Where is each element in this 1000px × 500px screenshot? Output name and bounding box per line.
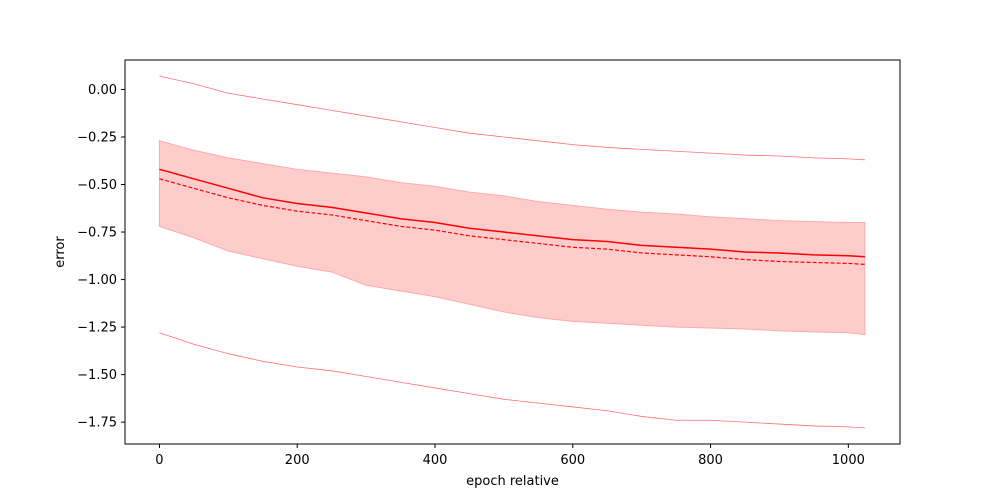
band-fill bbox=[158, 140, 866, 336]
series-line-upper-extreme bbox=[159, 75, 865, 161]
x-tick-label: 400 bbox=[423, 453, 448, 468]
y-tick-label: −1.50 bbox=[77, 368, 117, 383]
x-tick-label: 600 bbox=[560, 453, 585, 468]
y-axis-ticks: 0.00 −0.25 −0.50 −0.75 −1.00 −1.25 −1.50 −1.75 bbox=[77, 83, 125, 431]
axes bbox=[124, 59, 901, 445]
y-tick-label: −1.75 bbox=[77, 416, 117, 431]
x-tick-label: 1000 bbox=[832, 453, 865, 468]
y-tick-label: −1.25 bbox=[77, 321, 117, 336]
plot-area bbox=[158, 75, 866, 429]
x-axis-label: epoch relative bbox=[466, 474, 559, 489]
y-tick-label: −1.00 bbox=[77, 273, 117, 288]
y-tick-label: −0.75 bbox=[77, 226, 117, 241]
y-tick-label: 0.00 bbox=[88, 83, 117, 98]
series-line-mean bbox=[159, 168, 865, 258]
axes-frame bbox=[124, 59, 901, 445]
y-axis-label: error bbox=[53, 236, 68, 268]
x-tick-label: 0 bbox=[155, 453, 163, 468]
x-tick-label: 800 bbox=[698, 453, 723, 468]
x-tick-label: 200 bbox=[285, 453, 310, 468]
series-line-lower-extreme bbox=[159, 332, 865, 429]
x-axis-ticks: 0 200 400 600 800 1000 bbox=[155, 444, 865, 468]
series-line-dashed bbox=[159, 178, 865, 265]
y-tick-label: −0.25 bbox=[77, 130, 117, 145]
y-tick-label: −0.50 bbox=[77, 178, 117, 193]
